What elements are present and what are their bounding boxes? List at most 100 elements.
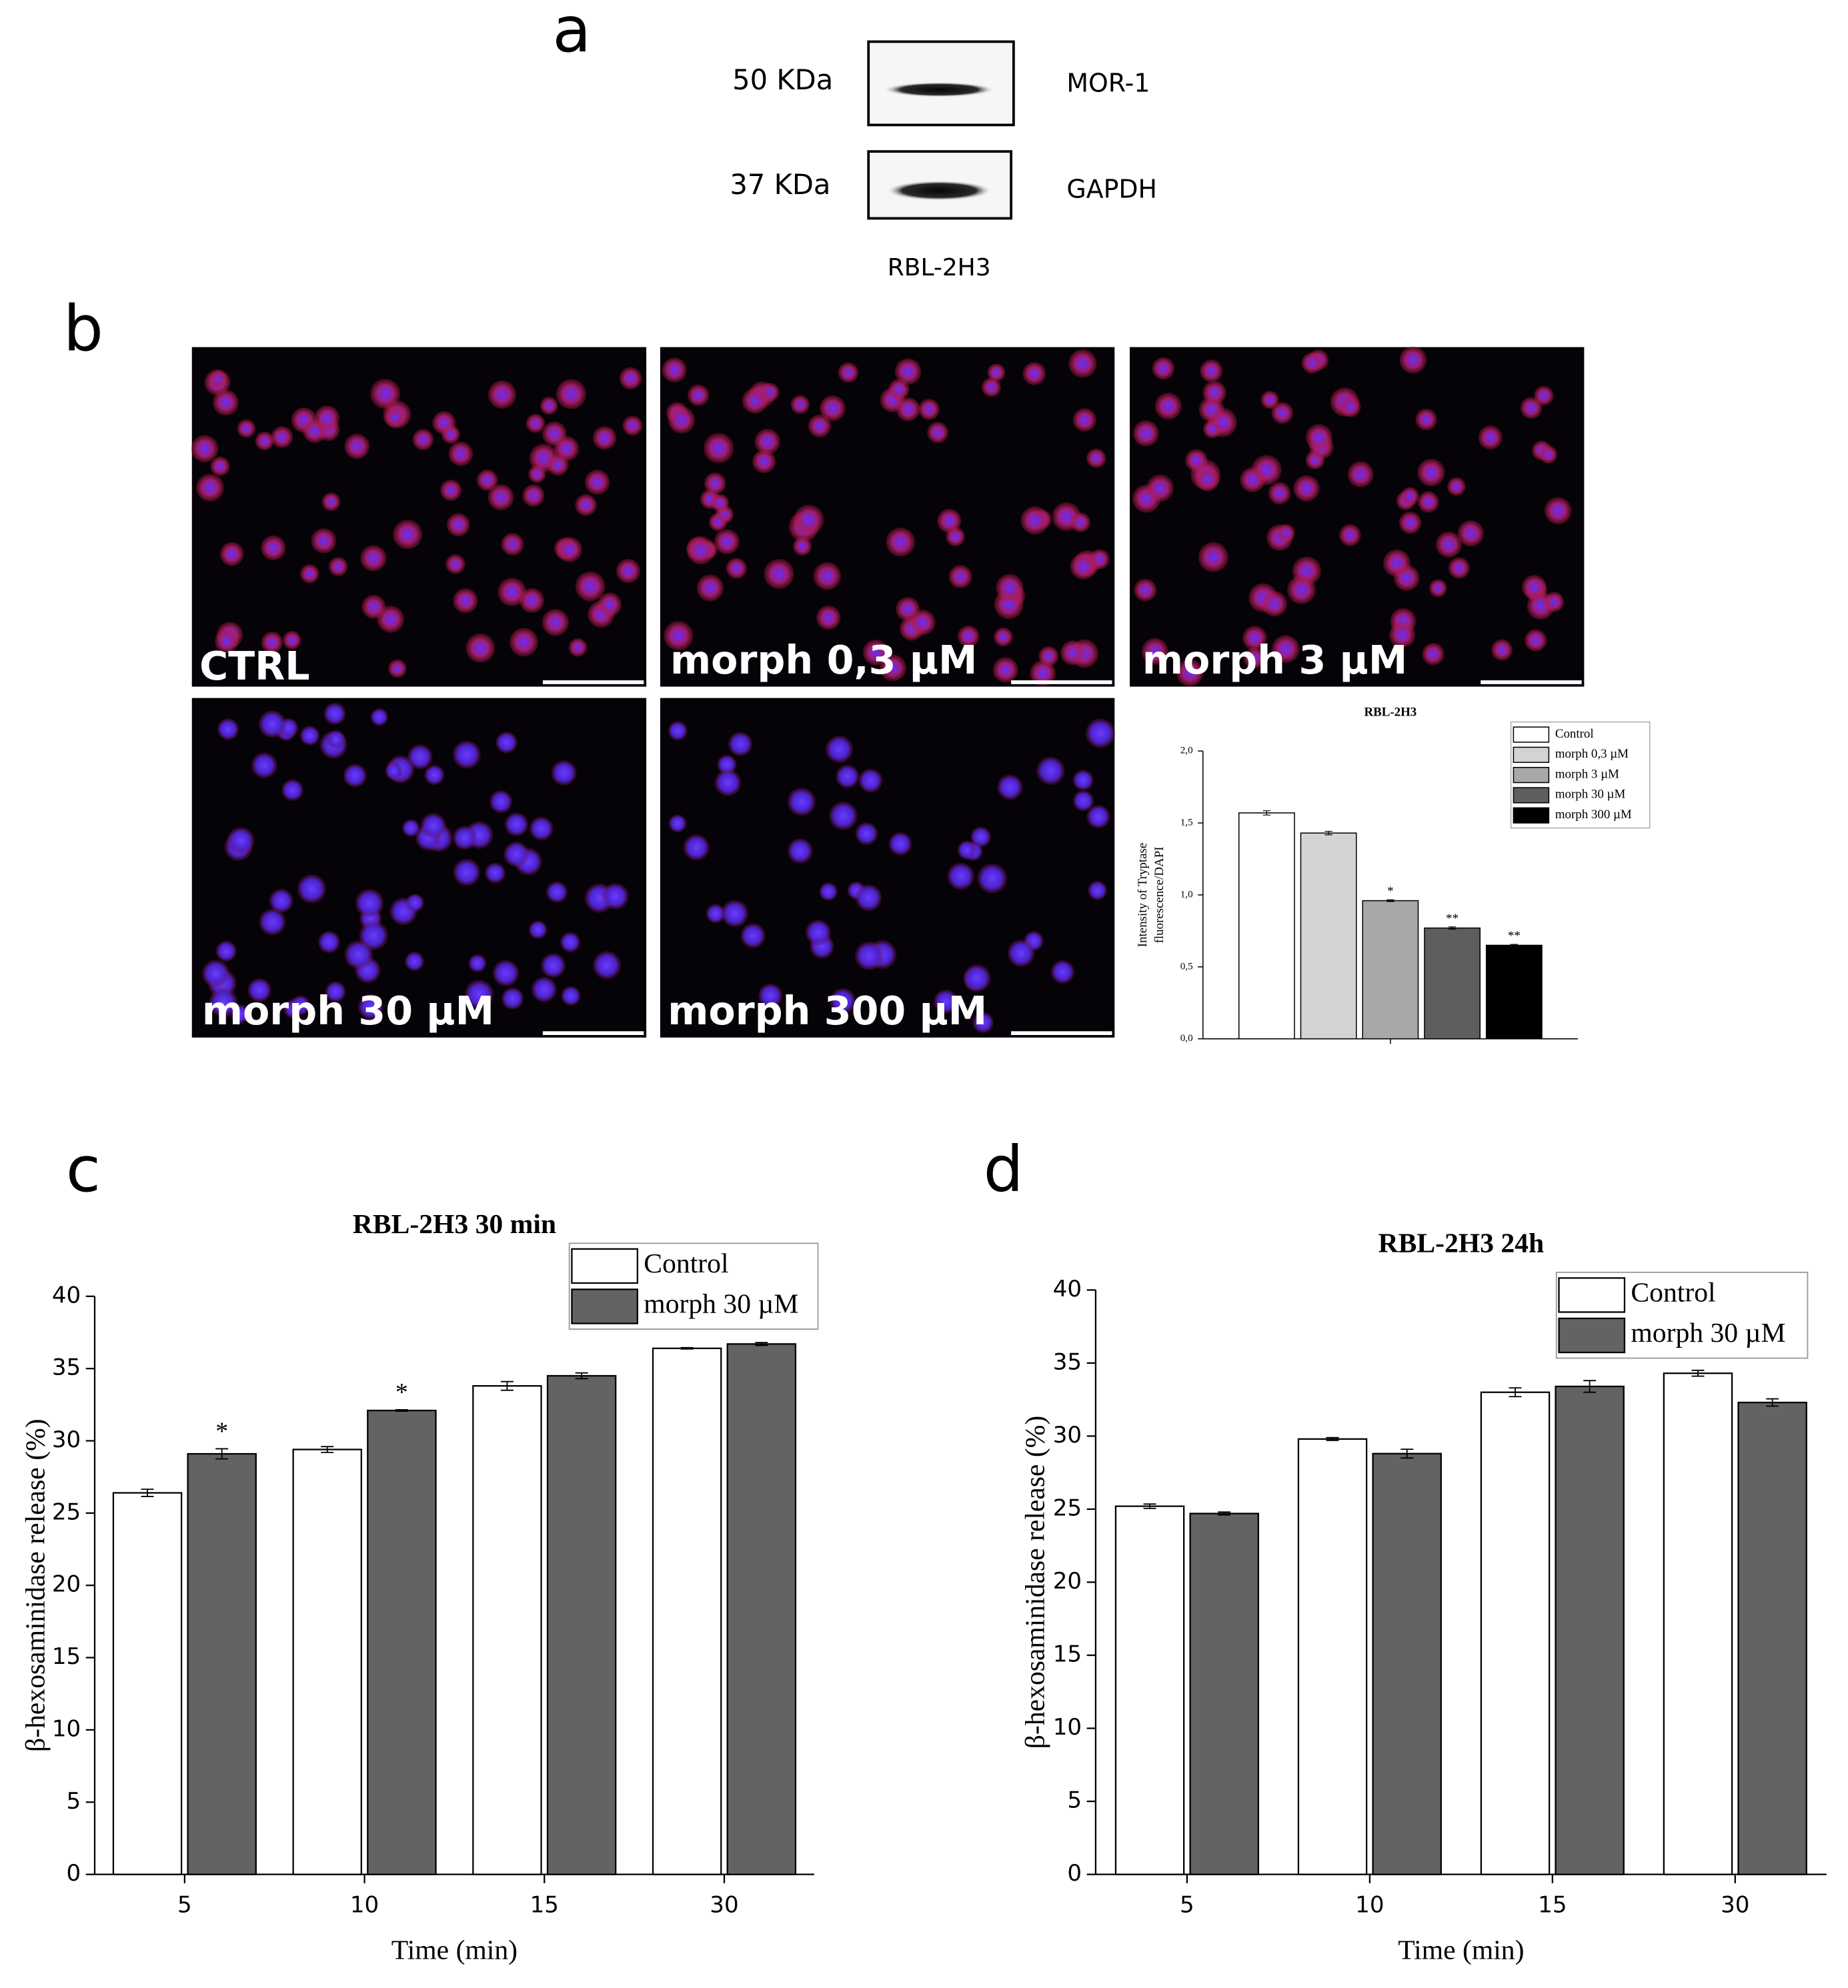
y-tick-label: 40 <box>52 1282 81 1308</box>
bar <box>1114 1505 1185 1875</box>
bar <box>1238 812 1295 1040</box>
legend-label: morph 0,3 µM <box>1555 747 1629 761</box>
cell <box>895 597 920 622</box>
cell <box>214 629 239 654</box>
y-axis-label: fluorescence/DAPI <box>1152 846 1166 943</box>
cell <box>764 559 794 590</box>
significance-mark: * <box>215 1417 228 1445</box>
legend-label: morph 30 µM <box>1555 788 1626 802</box>
y-tick-label: 15 <box>52 1643 81 1670</box>
y-tick-label: 5 <box>67 1788 81 1815</box>
cell <box>1072 790 1094 812</box>
cell <box>501 987 524 1010</box>
cell <box>619 367 642 390</box>
cell <box>1202 380 1226 405</box>
cell <box>468 954 487 972</box>
cell <box>540 396 558 415</box>
cell <box>726 558 748 579</box>
y-tick-label: 10 <box>1053 1714 1082 1741</box>
error-bar <box>1691 1369 1705 1377</box>
cell <box>504 841 530 868</box>
cell <box>540 953 566 978</box>
cell <box>1261 591 1288 617</box>
error-bar <box>1509 1387 1522 1398</box>
cell <box>752 449 776 473</box>
legend-label: Control <box>644 1248 728 1279</box>
cell <box>1399 511 1422 534</box>
bar <box>1737 1401 1807 1875</box>
cell <box>977 863 1008 894</box>
cell <box>1184 449 1208 472</box>
cell <box>453 858 481 886</box>
error-bar <box>1387 899 1395 902</box>
cell <box>498 578 527 607</box>
significance-mark: ** <box>1508 929 1521 943</box>
legend-swatch <box>571 1288 638 1324</box>
bar <box>1189 1513 1259 1875</box>
cell <box>1072 770 1094 791</box>
cell <box>464 980 494 1010</box>
cell <box>328 557 348 576</box>
cell <box>201 960 230 988</box>
cell <box>1389 622 1416 648</box>
cell <box>568 638 588 657</box>
legend-label: Control <box>1555 727 1594 741</box>
x-tick-label: 5 <box>1180 1891 1194 1918</box>
cell <box>1347 461 1374 487</box>
chart-title: RBL-2H3 <box>1364 706 1417 720</box>
cell <box>556 379 587 409</box>
cell <box>1534 385 1554 405</box>
cell <box>212 389 239 416</box>
cell <box>561 986 581 1006</box>
error-bar <box>395 1409 408 1412</box>
x-tick-label: 5 <box>177 1891 192 1918</box>
blot-band <box>883 82 995 97</box>
cell <box>281 779 304 802</box>
cell <box>528 920 548 940</box>
cell <box>1086 804 1110 829</box>
cell <box>385 407 405 428</box>
legend-swatch <box>1513 787 1550 804</box>
cell <box>209 988 238 1018</box>
cell <box>963 964 991 992</box>
cell <box>1072 408 1096 432</box>
cell <box>1457 520 1485 547</box>
y-axis-label: β-hexosaminidase release (%) <box>20 1418 51 1752</box>
y-tick-label: 25 <box>52 1499 81 1525</box>
y-axis-label: β-hexosaminidase release (%) <box>1020 1416 1050 1749</box>
bar <box>292 1448 362 1875</box>
cell <box>728 732 753 756</box>
y-axis-label: Intensity of Tryptase <box>1136 843 1150 948</box>
significance-mark: * <box>1387 884 1393 898</box>
cell <box>546 881 568 903</box>
cell <box>1305 423 1332 451</box>
cell <box>855 822 878 846</box>
cell <box>401 819 420 837</box>
cell <box>855 884 882 912</box>
legend-label: morph 300 µM <box>1555 808 1632 822</box>
cell <box>1401 487 1419 506</box>
cell <box>721 900 749 928</box>
cell <box>317 930 341 954</box>
cell <box>1340 396 1361 417</box>
cell <box>509 628 539 657</box>
cell <box>1195 467 1220 491</box>
cell <box>1243 647 1265 669</box>
cell <box>1070 512 1091 533</box>
legend-swatch <box>1513 746 1550 763</box>
cell <box>584 469 610 495</box>
cell <box>592 950 622 980</box>
x-axis-label: Time (min) <box>391 1935 518 1966</box>
cell <box>598 592 622 617</box>
y-tick-label: 0 <box>67 1860 81 1887</box>
cell <box>704 472 726 495</box>
cell <box>1435 531 1462 558</box>
cell <box>894 358 922 385</box>
cell <box>452 826 477 850</box>
cell <box>344 940 373 970</box>
cell <box>405 893 424 912</box>
cell <box>1200 359 1223 383</box>
cell <box>787 787 816 816</box>
legend-label: morph 30 µM <box>1631 1318 1785 1348</box>
cell <box>592 425 617 450</box>
